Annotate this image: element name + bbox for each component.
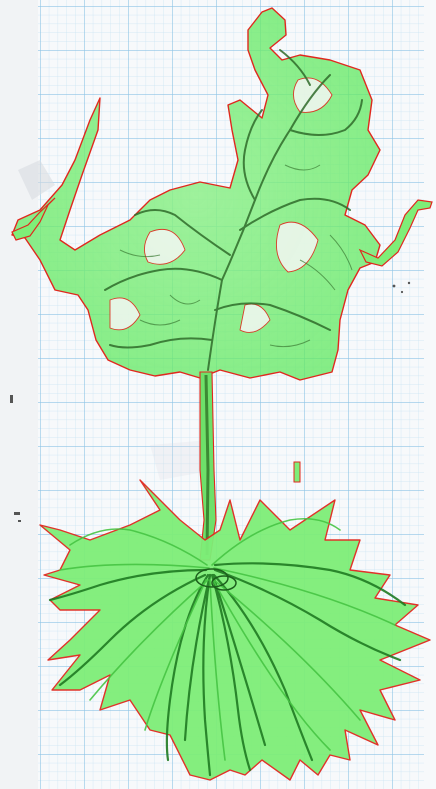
root-strands-dark	[48, 562, 407, 777]
debris-fragment	[293, 461, 301, 483]
leaf-fine-veins	[119, 164, 353, 348]
root-system-mask	[39, 479, 431, 781]
plant-stem	[199, 371, 217, 561]
paper-specks	[10, 281, 411, 522]
paper-left-margin	[0, 0, 38, 789]
paper-smudges	[18, 160, 215, 480]
root-crown-knot	[195, 568, 237, 591]
leaf-canopy-mask	[11, 7, 433, 381]
root-strands-light	[59, 517, 396, 761]
canopy-holes	[109, 77, 333, 333]
leaf-veins	[104, 49, 363, 371]
